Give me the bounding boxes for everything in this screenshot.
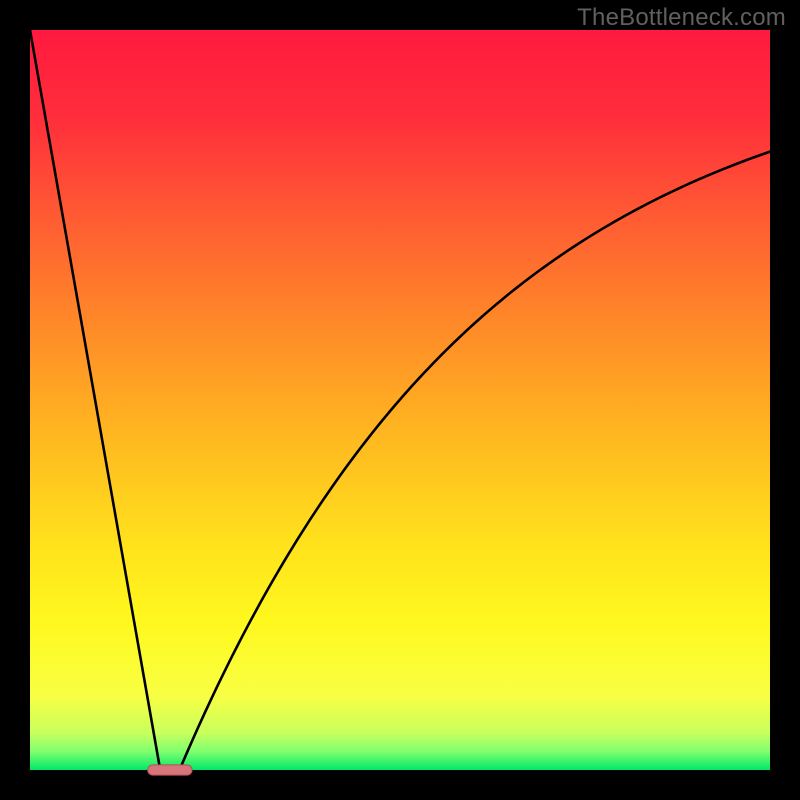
chart-stage: TheBottleneck.com <box>0 0 800 800</box>
bottleneck-marker <box>148 765 192 775</box>
watermark-label: TheBottleneck.com <box>577 4 786 32</box>
chart-svg <box>0 0 800 800</box>
